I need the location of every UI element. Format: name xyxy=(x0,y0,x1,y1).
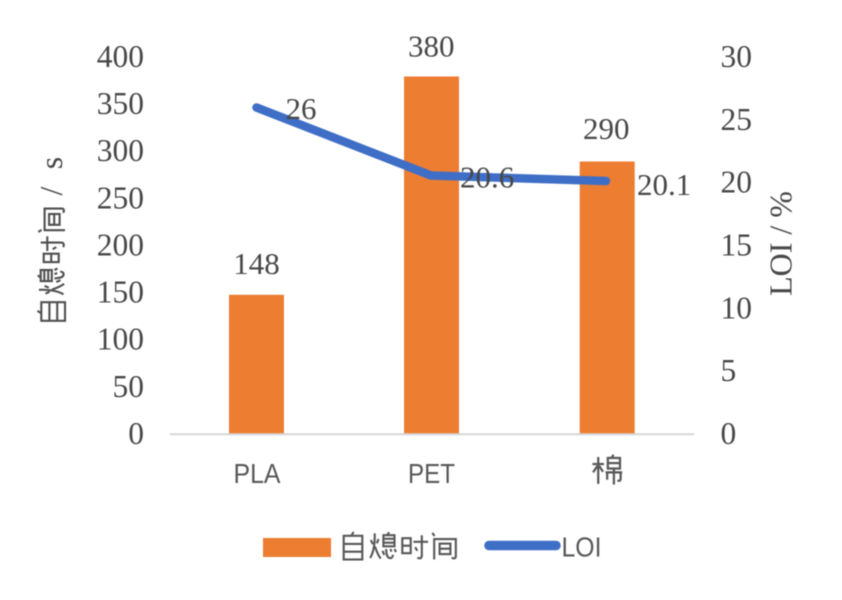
svg-text:PET: PET xyxy=(408,458,455,489)
svg-text:30: 30 xyxy=(721,39,753,74)
svg-text:0: 0 xyxy=(128,416,144,451)
svg-text:250: 250 xyxy=(97,180,144,215)
svg-text:0: 0 xyxy=(721,416,737,451)
svg-text:20.6: 20.6 xyxy=(460,160,514,195)
svg-text:380: 380 xyxy=(408,29,455,64)
svg-text:100: 100 xyxy=(97,322,144,357)
svg-text:25: 25 xyxy=(721,102,753,137)
svg-text:290: 290 xyxy=(583,111,630,146)
svg-text:50: 50 xyxy=(113,369,145,404)
svg-text:5: 5 xyxy=(721,353,737,388)
svg-text:LOI / %: LOI / % xyxy=(763,191,799,296)
svg-text:350: 350 xyxy=(97,86,144,121)
svg-text:s: s xyxy=(33,157,69,169)
svg-text:300: 300 xyxy=(97,133,144,168)
svg-text:26: 26 xyxy=(286,91,317,126)
svg-text:/: / xyxy=(33,186,69,195)
svg-text:148: 148 xyxy=(233,246,280,281)
svg-text:20.1: 20.1 xyxy=(637,167,691,202)
svg-text:150: 150 xyxy=(97,275,144,310)
svg-text:15: 15 xyxy=(721,228,753,263)
svg-text:10: 10 xyxy=(721,290,753,325)
svg-text:PLA: PLA xyxy=(234,458,281,489)
svg-text:200: 200 xyxy=(97,228,144,263)
svg-text:LOI: LOI xyxy=(562,532,602,563)
svg-text:20: 20 xyxy=(721,165,753,200)
svg-text:400: 400 xyxy=(97,39,144,74)
